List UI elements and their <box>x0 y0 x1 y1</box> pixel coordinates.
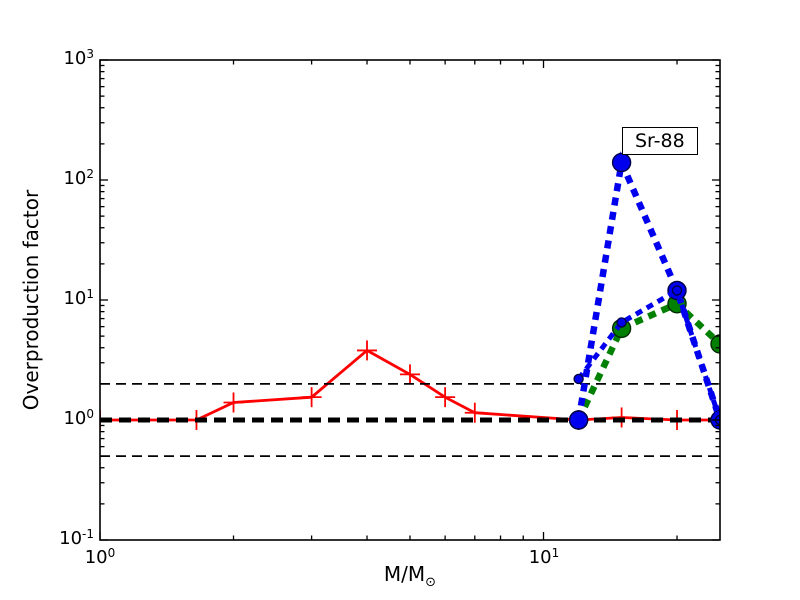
massive-blue-thick-dashed-marker <box>611 152 632 173</box>
data-layer <box>100 151 720 457</box>
massive-green-thick-dashed-marker <box>710 334 720 354</box>
y-tick-label-1e2: 102 <box>63 167 94 189</box>
y-tick-label-1e0: 100 <box>63 407 94 429</box>
annotation-sr88-label: Sr-88 <box>635 130 685 152</box>
axes-spines <box>99 59 721 541</box>
massive-blue-thick-dashed-marker <box>568 410 589 430</box>
massive-blue-thin-dashed-marker <box>671 285 683 296</box>
x-tick-label-1e1: 101 <box>528 546 560 568</box>
y-tick-label-1e3: 103 <box>63 47 94 69</box>
massive-green-thick-dashed-line <box>575 299 720 422</box>
y-tick-label-1e1: 101 <box>63 287 94 309</box>
x-axis-label: M/M⊙ <box>260 562 560 590</box>
x-axis-label-text: M/M <box>383 562 426 586</box>
solar-mass-icon: ⊙ <box>425 575 437 590</box>
y-tick-label-1e-1: 10-1 <box>59 527 94 549</box>
x-tick-label-1e0: 100 <box>84 546 116 568</box>
massive-blue-thin-dashed-line <box>576 286 720 421</box>
massive-blue-thin-dashed-marker <box>573 373 584 385</box>
annotation-sr88-box: Sr-88 <box>622 127 698 155</box>
y-axis-label: Overproduction factor <box>19 189 43 411</box>
massive-blue-thin-dashed-marker <box>616 317 627 328</box>
